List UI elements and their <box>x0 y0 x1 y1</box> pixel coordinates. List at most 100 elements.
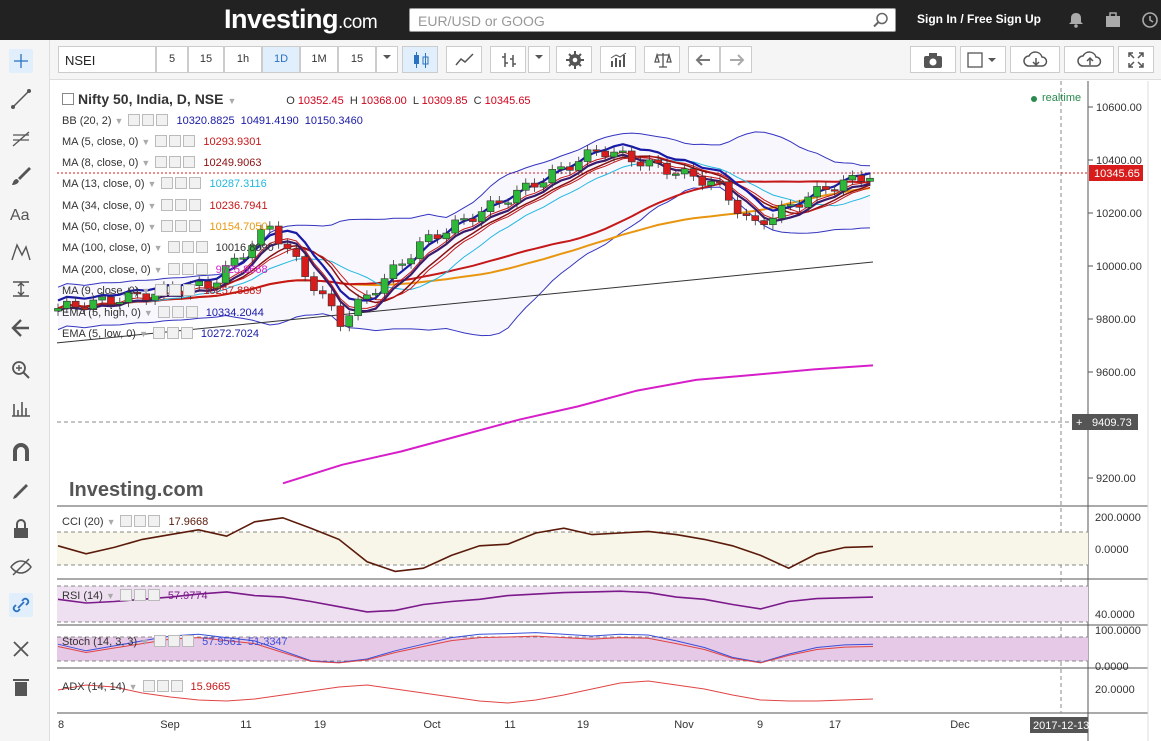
chevron-down-icon[interactable]: ▼ <box>153 265 163 275</box>
visibility-icon[interactable] <box>152 327 165 339</box>
search-icon[interactable] <box>873 12 889 28</box>
compare-button[interactable] <box>644 46 680 73</box>
indicator-legend[interactable]: MA (200, close, 0) ▼ 9725.8668 <box>62 263 268 276</box>
screenshot-button[interactable] <box>910 46 956 73</box>
visibility-icon[interactable] <box>167 241 180 253</box>
adx-legend[interactable]: ADX (14, 14) ▼ 15.9665 <box>62 680 230 693</box>
remove-tools-icon[interactable] <box>9 637 33 661</box>
visibility-icon[interactable] <box>120 515 133 527</box>
settings-icon[interactable] <box>169 284 182 296</box>
cloud-upload-button[interactable] <box>1064 46 1114 73</box>
trash-icon[interactable] <box>9 675 33 699</box>
indicator-legend[interactable]: MA (5, close, 0) ▼ 10293.9301 <box>62 135 261 148</box>
close-icon[interactable] <box>183 284 196 296</box>
timeframe-custom[interactable]: 15 <box>338 46 376 73</box>
trendline-icon[interactable] <box>9 87 33 111</box>
timeframe-1d[interactable]: 1D <box>262 46 300 73</box>
close-icon[interactable] <box>156 114 169 126</box>
settings-icon[interactable] <box>142 114 155 126</box>
bars-button[interactable] <box>490 46 526 73</box>
indicator-legend[interactable]: MA (8, close, 0) ▼ 10249.9063 <box>62 156 261 169</box>
close-icon[interactable] <box>189 220 202 232</box>
logo[interactable]: Investing.com <box>224 4 378 34</box>
layout-button[interactable] <box>960 46 1006 73</box>
candles-button[interactable] <box>402 46 438 73</box>
timeframe-5m[interactable]: 5 <box>156 46 188 73</box>
chevron-down-icon[interactable]: ▼ <box>114 116 124 126</box>
symbol-input[interactable]: NSEI <box>58 46 156 73</box>
settings-icon[interactable] <box>166 327 179 339</box>
measure-icon[interactable] <box>9 277 33 301</box>
zoom-icon[interactable] <box>9 358 33 382</box>
close-icon[interactable] <box>148 515 161 527</box>
crosshair-icon[interactable] <box>9 49 33 73</box>
bell-icon[interactable] <box>1067 11 1085 29</box>
settings-icon[interactable] <box>181 241 194 253</box>
chevron-down-icon[interactable]: ▼ <box>153 243 163 253</box>
timeframe-1h[interactable]: 1h <box>224 46 262 73</box>
visibility-icon[interactable] <box>161 220 174 232</box>
indicator-legend[interactable]: BB (20, 2) ▼ 10320.8825 10491.4190 10150.346… <box>62 114 363 127</box>
stoch-legend[interactable]: Stoch (14, 3, 3) ▼ 57.9561 51.3347 <box>62 635 288 648</box>
close-icon[interactable] <box>195 263 208 275</box>
pencil-lock-icon[interactable] <box>9 479 33 503</box>
close-icon[interactable] <box>185 306 198 318</box>
close-icon[interactable] <box>189 199 202 211</box>
chevron-down-icon[interactable]: ▼ <box>147 222 157 232</box>
visibility-icon[interactable] <box>157 306 170 318</box>
close-icon[interactable] <box>183 156 196 168</box>
indicator-legend[interactable]: MA (34, close, 0) ▼ 10236.7941 <box>62 199 268 212</box>
chevron-down-icon[interactable]: ▼ <box>143 308 153 318</box>
settings-icon[interactable] <box>175 199 188 211</box>
pattern-icon[interactable] <box>9 240 33 264</box>
collapse-icon[interactable] <box>62 93 74 105</box>
back-arrow-icon[interactable] <box>9 316 33 340</box>
settings-icon[interactable] <box>168 635 181 647</box>
chevron-down-icon[interactable]: ▼ <box>147 201 157 211</box>
chevron-down-icon[interactable]: ▼ <box>227 96 237 106</box>
timeframe-1mo[interactable]: 1M <box>300 46 338 73</box>
settings-icon[interactable] <box>169 156 182 168</box>
visibility-icon[interactable] <box>155 284 168 296</box>
eye-icon[interactable] <box>9 555 33 579</box>
settings-icon[interactable] <box>134 515 147 527</box>
undo-button[interactable] <box>688 46 720 73</box>
chevron-down-icon[interactable]: ▼ <box>106 517 116 527</box>
magnet-icon[interactable] <box>9 441 33 465</box>
chevron-down-icon[interactable]: ▼ <box>141 286 151 296</box>
ruler-icon[interactable] <box>9 396 33 420</box>
portfolio-icon[interactable] <box>1104 11 1122 29</box>
close-icon[interactable] <box>182 635 195 647</box>
close-icon[interactable] <box>195 241 208 253</box>
rsi-legend[interactable]: RSI (14) ▼ 57.9774 <box>62 589 208 602</box>
close-icon[interactable] <box>170 680 183 692</box>
visibility-icon[interactable] <box>155 156 168 168</box>
cloud-download-button[interactable] <box>1010 46 1060 73</box>
indicator-legend[interactable]: EMA (5, high, 0) ▼ 10334.2044 <box>62 306 264 319</box>
lock-icon[interactable] <box>9 517 33 541</box>
chevron-down-icon[interactable]: ▼ <box>138 329 148 339</box>
timeframe-dropdown[interactable] <box>376 46 398 73</box>
visibility-icon[interactable] <box>128 114 141 126</box>
timeframe-15m[interactable]: 15 <box>188 46 224 73</box>
settings-icon[interactable] <box>169 135 182 147</box>
settings-icon[interactable] <box>175 177 188 189</box>
fib-icon[interactable] <box>9 126 33 150</box>
fullscreen-button[interactable] <box>1118 46 1154 73</box>
brush-icon[interactable] <box>9 164 33 188</box>
close-icon[interactable] <box>183 135 196 147</box>
redo-button[interactable] <box>720 46 752 73</box>
indicators-button[interactable] <box>600 46 636 73</box>
line-chart-button[interactable] <box>446 46 482 73</box>
indicator-legend[interactable]: MA (50, close, 0) ▼ 10154.7050 <box>62 220 268 233</box>
settings-icon[interactable] <box>175 220 188 232</box>
settings-button[interactable] <box>556 46 592 73</box>
indicator-legend[interactable]: MA (100, close, 0) ▼ 10016.8990 <box>62 241 274 254</box>
text-icon[interactable]: Aa <box>9 202 33 226</box>
chevron-down-icon[interactable]: ▼ <box>141 137 151 147</box>
settings-icon[interactable] <box>133 589 146 601</box>
visibility-icon[interactable] <box>119 589 132 601</box>
indicator-legend[interactable]: MA (13, close, 0) ▼ 10287.3116 <box>62 177 267 190</box>
chevron-down-icon[interactable]: ▼ <box>147 179 157 189</box>
